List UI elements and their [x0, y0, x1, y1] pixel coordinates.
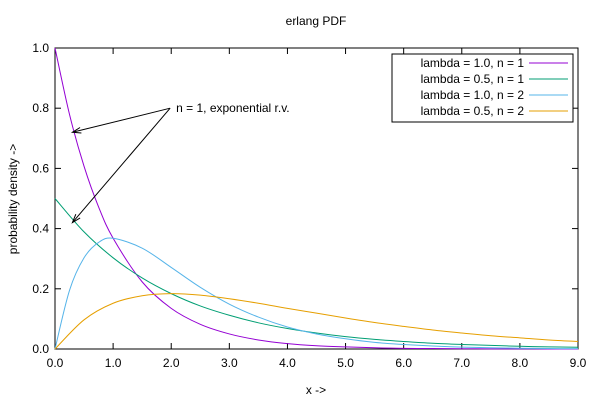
x-tick-label: 6.0 [395, 356, 412, 370]
y-tick-label: 0.2 [32, 282, 49, 296]
annotation-text: n = 1, exponential r.v. [176, 101, 290, 115]
y-axis-title: probability density -> [6, 144, 20, 254]
axis-ticks: 0.0 1.0 2.0 3.0 4.0 5.0 6.0 7.0 8.0 9.0 0.0 0.2 0.4 0… [32, 41, 586, 370]
series-line-2 [54, 198, 579, 348]
annotation-arrowhead-1 [70, 127, 82, 134]
legend: lambda = 1.0, n = 1 lambda = 0.5, n = 1 la… [391, 53, 574, 123]
chart-title: erlang PDF [286, 14, 347, 28]
y-tick-label: 0.0 [32, 342, 49, 356]
annotation-layer: n = 1, exponential r.v. [70, 101, 290, 224]
series-line-1 [54, 47, 579, 350]
y-tick-label: 0.6 [32, 161, 49, 175]
annotation-arrow-2 [72, 107, 171, 223]
x-tick-label: 7.0 [453, 356, 470, 370]
x-tick-label: 4.0 [279, 356, 296, 370]
y-tick-label: 1.0 [32, 41, 49, 55]
legend-label-4: lambda = 0.5, n = 2 [421, 104, 525, 118]
series-line-4 [54, 293, 579, 350]
legend-label-2: lambda = 0.5, n = 1 [421, 72, 525, 86]
annotation-arrow-1 [72, 107, 171, 133]
x-tick-label: 5.0 [337, 356, 354, 370]
y-tick-label: 0.8 [32, 101, 49, 115]
legend-label-1: lambda = 1.0, n = 1 [421, 56, 525, 70]
x-tick-label: 1.0 [105, 356, 122, 370]
x-tick-label: 3.0 [221, 356, 238, 370]
x-tick-label: 0.0 [47, 356, 64, 370]
legend-label-3: lambda = 1.0, n = 2 [421, 88, 525, 102]
series-line-3 [54, 237, 579, 350]
x-tick-label: 9.0 [570, 356, 587, 370]
x-axis-title: x -> [306, 383, 326, 397]
series-layer [54, 47, 579, 350]
x-tick-label: 8.0 [512, 356, 529, 370]
y-tick-label: 0.4 [32, 222, 49, 236]
annotation-arrowhead-2 [71, 214, 81, 224]
x-tick-label: 2.0 [163, 356, 180, 370]
